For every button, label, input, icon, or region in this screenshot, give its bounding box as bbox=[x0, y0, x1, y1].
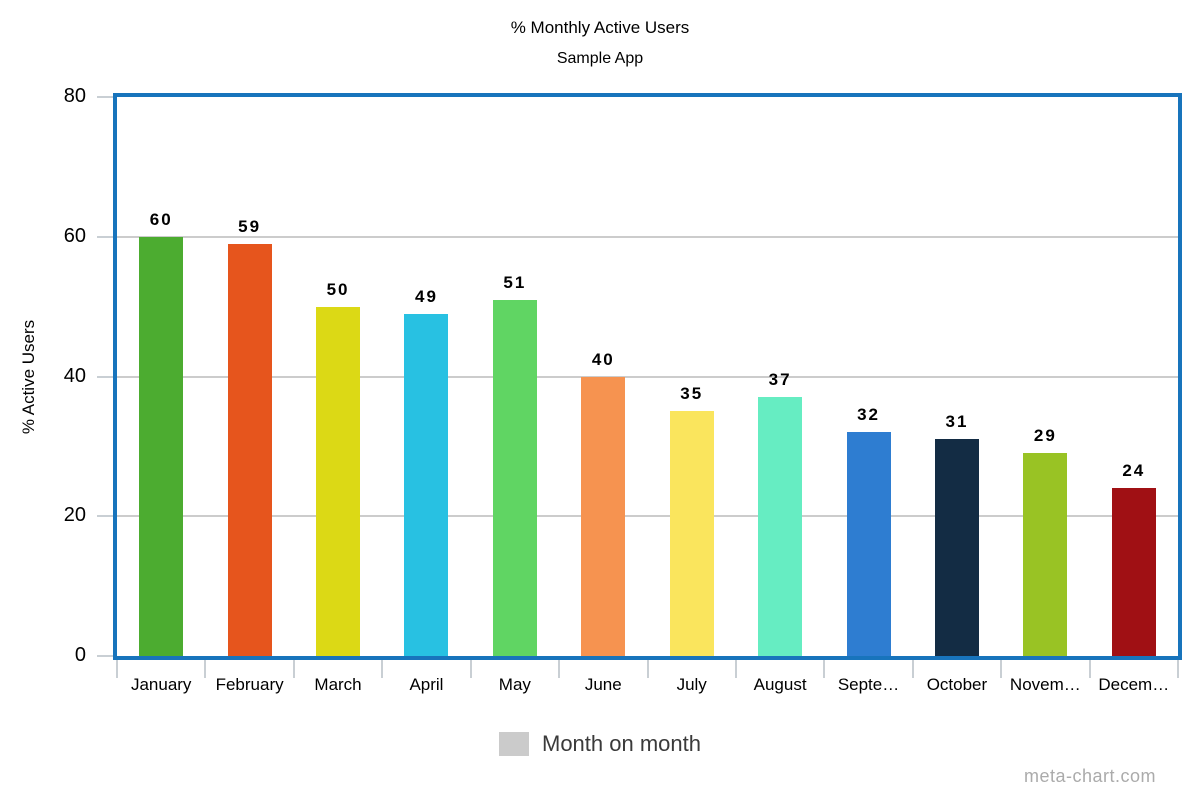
bar-series: 60 59 50 49 51 40 35 37 32 31 29 24 bbox=[117, 97, 1178, 656]
bar-value-label: 35 bbox=[680, 384, 704, 404]
x-tick-mark bbox=[292, 660, 295, 678]
gridlines bbox=[117, 97, 1178, 656]
y-tick-mark bbox=[97, 96, 113, 98]
chart-subtitle: Sample App bbox=[556, 50, 644, 67]
bar-value-label: 24 bbox=[1122, 461, 1146, 481]
bar-value-label: 60 bbox=[149, 209, 173, 229]
bar-july[interactable] bbox=[669, 411, 714, 656]
bar-band: 59 bbox=[205, 97, 293, 656]
legend: Month on month bbox=[0, 731, 1200, 757]
x-tick-mark bbox=[911, 660, 914, 678]
x-label-august: August bbox=[753, 675, 807, 694]
watermark: meta-chart.com bbox=[1023, 766, 1156, 786]
y-tick-mark bbox=[97, 515, 113, 518]
x-label-december: Decem… bbox=[1098, 675, 1170, 694]
bar-september[interactable] bbox=[846, 432, 891, 656]
bar-value-label: 37 bbox=[768, 370, 792, 390]
x-label-november: Novem… bbox=[1009, 675, 1081, 694]
y-tick-label: 20 bbox=[63, 504, 86, 527]
x-label-september: Septe… bbox=[837, 675, 900, 694]
x-label-january: January bbox=[130, 675, 192, 694]
x-label-april: April bbox=[409, 675, 444, 694]
x-tick-mark bbox=[558, 660, 561, 678]
bar-may[interactable] bbox=[492, 299, 537, 656]
y-tick-label: 80 bbox=[63, 85, 86, 107]
bar-october[interactable] bbox=[934, 439, 979, 656]
y-tick-mark bbox=[97, 375, 113, 378]
bar-band: 50 bbox=[294, 97, 382, 656]
x-label-may: May bbox=[498, 675, 531, 694]
bar-band: 35 bbox=[648, 97, 736, 656]
x-tick-mark bbox=[381, 660, 384, 678]
x-tick-mark bbox=[204, 660, 207, 678]
bar-april[interactable] bbox=[404, 313, 449, 656]
bar-value-label: 40 bbox=[591, 349, 615, 369]
x-tick-mark bbox=[469, 660, 472, 678]
x-tick-mark bbox=[734, 660, 737, 678]
y-tick-label: 40 bbox=[63, 364, 86, 387]
x-label-february: February bbox=[215, 675, 284, 694]
gridline bbox=[117, 375, 1178, 378]
x-label-march: March bbox=[314, 675, 362, 694]
y-axis: 80 60 40 20 0 bbox=[0, 85, 113, 666]
bar-january[interactable] bbox=[139, 236, 184, 656]
x-tick-mark bbox=[1177, 660, 1179, 678]
bar-june[interactable] bbox=[581, 376, 626, 656]
bar-november[interactable] bbox=[1023, 453, 1068, 656]
x-tick-mark bbox=[116, 660, 118, 678]
bar-band: 40 bbox=[559, 97, 647, 656]
y-tick-label: 60 bbox=[63, 224, 86, 247]
bar-band: 29 bbox=[1001, 97, 1089, 656]
bar-band: 31 bbox=[913, 97, 1001, 656]
gridline bbox=[117, 235, 1178, 238]
bar-band: 51 bbox=[471, 97, 559, 656]
chart-title: % Monthly Active Users bbox=[510, 18, 690, 37]
bar-value-label: 49 bbox=[414, 286, 438, 306]
bar-february[interactable] bbox=[227, 243, 272, 656]
x-label-october: October bbox=[926, 675, 988, 694]
x-tick-mark bbox=[1000, 660, 1003, 678]
x-tick-mark bbox=[823, 660, 826, 678]
y-tick-mark bbox=[97, 235, 113, 238]
plot-area: 60 59 50 49 51 40 35 37 32 31 29 24 bbox=[113, 93, 1182, 660]
bar-march[interactable] bbox=[316, 306, 361, 656]
bar-value-label: 29 bbox=[1033, 426, 1057, 446]
legend-label: Month on month bbox=[542, 731, 701, 756]
x-axis: January February March April May June July Augu… bbox=[116, 660, 1179, 720]
bar-value-label: 50 bbox=[326, 279, 350, 299]
y-tick-label: 0 bbox=[74, 644, 86, 666]
legend-swatch-icon bbox=[499, 732, 529, 756]
bar-band: 24 bbox=[1090, 97, 1178, 656]
bar-band: 60 bbox=[117, 97, 205, 656]
bar-december[interactable] bbox=[1111, 488, 1156, 656]
bar-band: 32 bbox=[824, 97, 912, 656]
gridline bbox=[117, 515, 1178, 518]
bar-value-label: 59 bbox=[238, 216, 262, 236]
bar-august[interactable] bbox=[758, 397, 803, 656]
x-label-june: June bbox=[584, 675, 622, 694]
x-tick-mark bbox=[646, 660, 649, 678]
bar-value-label: 32 bbox=[857, 405, 880, 425]
bar-value-label: 31 bbox=[945, 412, 969, 432]
bar-band: 37 bbox=[736, 97, 824, 656]
y-tick-mark bbox=[97, 655, 113, 657]
bar-band: 49 bbox=[382, 97, 470, 656]
x-tick-mark bbox=[1088, 660, 1091, 678]
x-label-july: July bbox=[676, 675, 707, 694]
bar-value-label: 51 bbox=[503, 272, 527, 292]
